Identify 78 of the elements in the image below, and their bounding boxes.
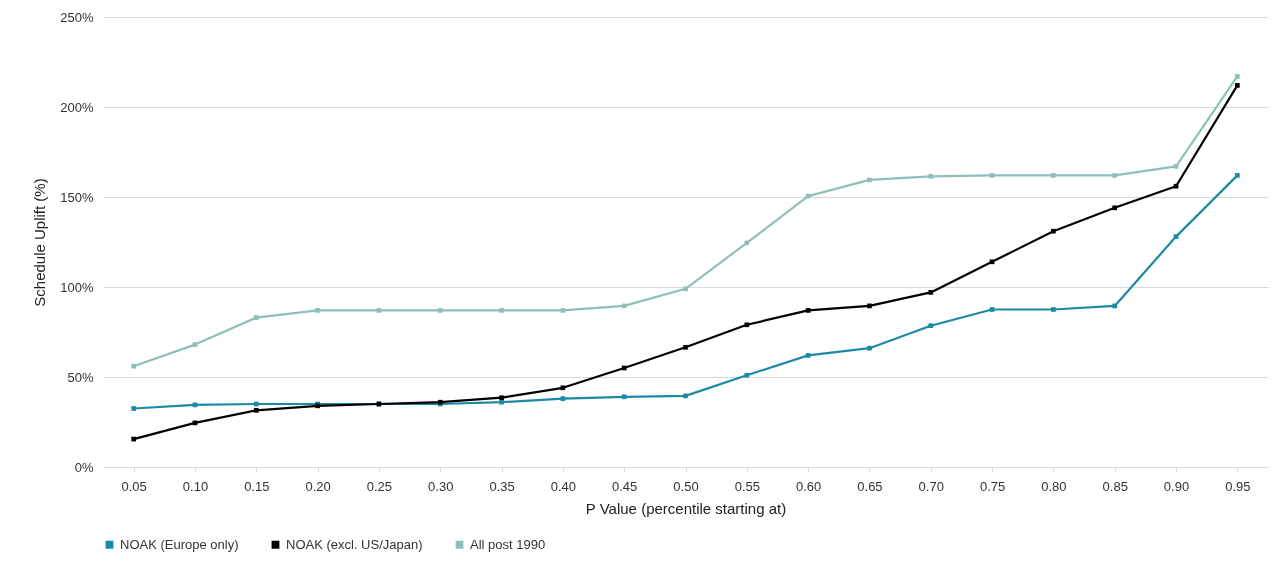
x-tick-label: 0.15 xyxy=(244,478,270,494)
point xyxy=(867,177,872,183)
point xyxy=(560,396,566,401)
x-axis-title: P Value (percentile starting at) xyxy=(585,499,787,517)
point xyxy=(315,308,320,313)
point xyxy=(1173,234,1179,239)
x-tick-label: 0.25 xyxy=(366,478,393,494)
y-axis-title: Schedule Uplift (%) xyxy=(31,178,49,307)
point xyxy=(928,173,934,179)
point xyxy=(131,406,136,411)
point xyxy=(621,394,627,400)
point xyxy=(683,393,688,399)
point xyxy=(1173,183,1179,189)
point xyxy=(683,344,688,350)
point xyxy=(560,385,566,391)
point xyxy=(621,303,627,309)
point xyxy=(1235,83,1240,88)
y-tick-label: 200% xyxy=(60,99,94,115)
point xyxy=(253,407,259,413)
point xyxy=(1173,164,1179,169)
point xyxy=(1235,173,1240,178)
legend-label: NOAK (Europe only) xyxy=(120,536,239,552)
x-tick-label: 0.55 xyxy=(734,478,760,494)
point xyxy=(1112,173,1118,178)
legend-label: NOAK (excl. US/Japan) xyxy=(286,536,423,552)
point xyxy=(744,322,750,328)
point xyxy=(1112,205,1118,211)
y-tick-label: 50% xyxy=(67,369,94,385)
x-tick-label: 0.95 xyxy=(1225,478,1251,494)
x-tick-label: 0.70 xyxy=(918,478,944,494)
x-tick-label: 0.20 xyxy=(305,478,331,494)
point xyxy=(1051,228,1056,234)
point xyxy=(560,308,566,313)
point xyxy=(376,308,382,313)
legend-label: All post 1990 xyxy=(470,536,546,552)
x-tick-label: 0.40 xyxy=(550,478,577,494)
point xyxy=(989,259,995,265)
point xyxy=(131,363,136,369)
point xyxy=(683,286,688,292)
point xyxy=(867,303,872,309)
x-tick-label: 0.50 xyxy=(673,478,699,494)
point xyxy=(805,308,811,313)
point xyxy=(1051,173,1056,178)
point xyxy=(499,395,504,401)
x-tick-label: 0.80 xyxy=(1041,478,1067,494)
x-tick-label: 0.60 xyxy=(795,478,822,494)
y-tick-label: 250% xyxy=(60,9,94,25)
point xyxy=(928,290,934,295)
point xyxy=(253,401,259,407)
point xyxy=(192,342,198,347)
x-tick-label: 0.10 xyxy=(182,478,209,494)
x-tick-label: 0.35 xyxy=(489,478,515,494)
point xyxy=(499,308,504,313)
point xyxy=(744,240,750,246)
point xyxy=(437,308,443,313)
y-tick-label: 100% xyxy=(60,279,94,295)
x-tick-label: 0.90 xyxy=(1163,478,1190,494)
point xyxy=(928,323,934,329)
y-tick-label: 150% xyxy=(60,189,94,205)
point xyxy=(989,307,995,312)
point xyxy=(253,315,259,320)
x-tick-label: 0.75 xyxy=(979,478,1006,494)
point xyxy=(1051,307,1056,312)
point xyxy=(1112,303,1118,309)
point xyxy=(805,353,811,358)
point xyxy=(867,345,872,351)
point xyxy=(989,173,995,178)
x-tick-label: 0.45 xyxy=(612,478,638,494)
y-tick-label: 0% xyxy=(74,459,94,475)
point xyxy=(131,436,136,442)
point xyxy=(744,372,750,378)
x-tick-label: 0.30 xyxy=(428,478,454,494)
x-tick-label: 0.05 xyxy=(121,478,147,494)
point xyxy=(1235,74,1240,79)
point xyxy=(621,365,627,371)
point xyxy=(499,399,504,405)
x-tick-label: 0.65 xyxy=(857,478,883,494)
x-tick-label: 0.85 xyxy=(1102,478,1128,494)
